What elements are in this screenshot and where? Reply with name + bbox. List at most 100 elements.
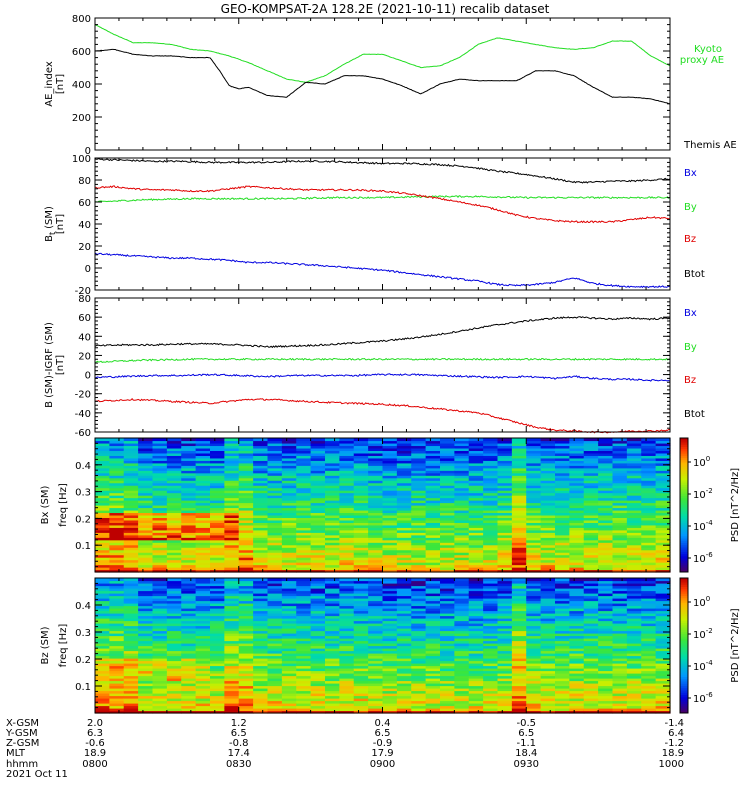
spectrogram-cell [224,645,240,649]
spectrogram-cell [123,509,139,514]
spectrogram-cell [368,472,384,476]
spectrogram-cell [152,485,168,489]
spectrogram-cell [396,524,412,528]
y-tick-label: 800 [72,14,91,25]
spectrogram-cell [310,452,326,456]
spectrogram-cell [540,554,556,558]
spectrogram-cell [555,695,570,699]
spectrogram-cell [540,490,556,494]
spectrogram-cell [152,480,168,484]
colorbar-label-text: PSD [nT^2/Hz] [730,468,741,542]
spectrogram-cell [411,487,427,491]
y-tick-label: 0.3 [75,488,91,499]
spectrogram-cell [540,457,556,461]
spectrogram-cell [569,534,585,538]
spectrogram-cell [152,658,168,662]
spectrogram-cell [411,583,427,587]
spectrogram-cell [138,593,154,597]
spectrogram-cell [195,708,211,712]
spectrogram-cell [339,480,355,484]
spectrogram-cell [95,554,110,558]
colorbar-segment [680,467,688,470]
spectrogram-cell [195,447,211,452]
spectrogram-cell [368,618,384,622]
colorbar-segment [680,446,688,450]
spectrogram-cell [123,564,139,568]
spectrogram-cell [195,557,211,561]
spectrogram-cell [612,497,628,501]
colorbar-segment [680,458,688,461]
spectrogram-cell [598,625,614,629]
spectrogram-cell [310,512,326,516]
spectrogram-cell [411,495,427,499]
spectrogram-cell [152,532,168,536]
spectrogram-cell [109,477,125,481]
spectrogram-cell [253,517,269,521]
spectrogram-cell [655,635,671,639]
spectrogram-cell [396,588,412,592]
spectrogram-cell [468,505,484,509]
spectrogram-cell [440,457,455,461]
spectrogram-cell [339,460,355,464]
spectrogram-cell [655,590,671,594]
spectrogram-cell [123,685,139,689]
spectrogram-cell [210,645,225,649]
spectrogram-cell [353,549,369,553]
spectrogram-cell [253,630,269,634]
spectrogram-cell [555,460,570,464]
spectrogram-cell [296,608,312,612]
spectrogram-cell [468,585,484,589]
spectrogram-cell [382,482,398,486]
spectrogram-cell [612,460,628,464]
spectrogram-cell [339,585,355,589]
spectrogram-cell [583,477,599,481]
spectrogram-cell [440,670,455,674]
spectrogram-cell [123,633,139,637]
spectrogram-cell [497,502,513,506]
spectrogram-cell [138,688,154,692]
spectrogram-cell [339,690,355,694]
spectrogram-cell [95,683,110,687]
spectrogram-cell [267,529,283,533]
spectrogram-cell [267,442,283,447]
spectrogram-cell [468,512,484,516]
spectrogram-cell [210,595,225,599]
spectrogram-cell [296,462,312,466]
spectrogram-cell [598,590,614,594]
y-axis-label: [nT] [55,355,66,375]
spectrogram-cell [641,685,657,689]
spectrogram-cell [181,557,197,561]
spectrogram-cell [109,683,125,687]
spectrogram-cell [353,547,369,551]
spectrogram-cell [425,492,441,496]
spectrogram-cell [396,549,412,553]
spectrogram-cell [368,590,384,594]
spectrogram-cell [396,502,412,506]
spectrogram-cell [411,514,427,519]
spectrogram-cell [353,485,369,489]
spectrogram-cell [497,450,513,454]
colorbar-segment [680,690,688,694]
spectrogram-cell [166,440,182,444]
spectrogram-cell [511,552,527,556]
spectrogram-cell [540,578,556,582]
spectrogram-cell [166,450,182,454]
spectrogram-cell [655,495,671,499]
spectrogram-cell [497,603,513,607]
spectrogram-cell [468,645,484,649]
spectrogram-cell [281,583,297,587]
spectrogram-cell [396,562,412,566]
spectrogram-cell [353,668,369,672]
spectrogram-cell [454,635,470,639]
spectrogram-cell [396,620,412,624]
spectrogram-cell [483,653,499,657]
spectrogram-cell [238,509,254,514]
spectrogram-cell [641,495,657,499]
spectrogram-cell [339,438,355,442]
spectrogram-cell [253,450,269,454]
spectrogram-cell [210,600,225,604]
spectrogram-cell [440,455,455,459]
spectrogram-cell [425,557,441,561]
spectrogram-cell [195,643,211,647]
spectrogram-cell [109,708,125,712]
